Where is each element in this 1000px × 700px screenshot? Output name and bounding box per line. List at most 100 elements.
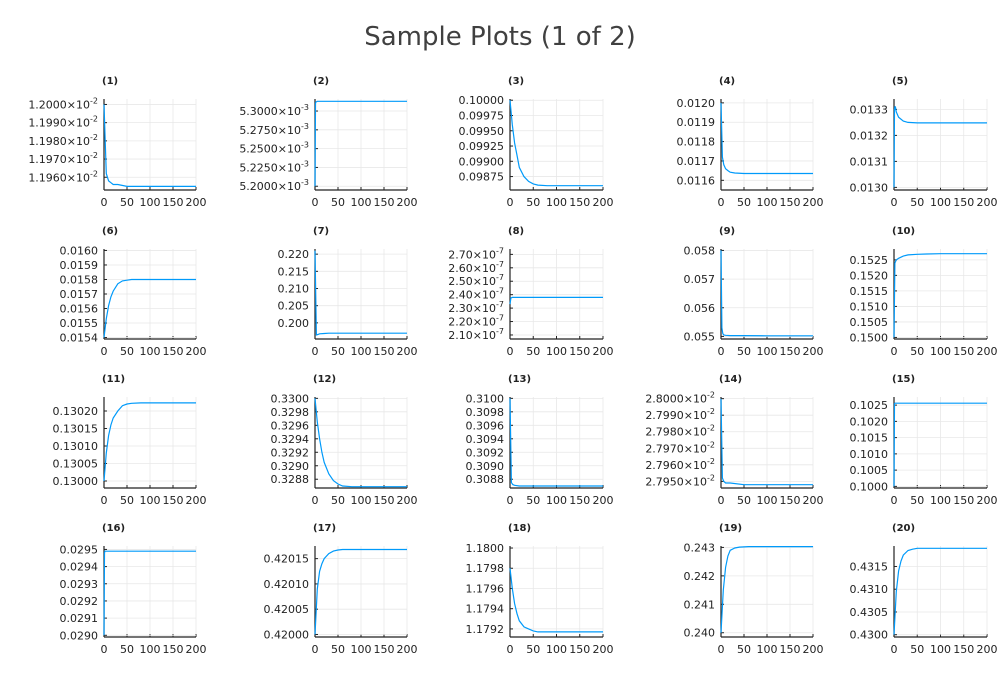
y-tick-label: 0.055	[684, 330, 716, 343]
y-tick-label: 0.0156	[60, 303, 99, 316]
series-line	[103, 402, 196, 482]
y-tick-label: 0.0294	[60, 561, 99, 574]
x-tick-label: 0	[507, 345, 514, 358]
y-tick-label: 0.42010	[264, 578, 310, 591]
x-tick-label: 150	[374, 196, 395, 209]
y-tick-label: 1.1792	[466, 623, 505, 636]
series-line	[103, 278, 196, 338]
x-tick-label: 150	[374, 345, 395, 358]
y-tick-label: 0.42000	[264, 628, 310, 641]
y-tick-label: 1.1960×10-2	[28, 169, 98, 184]
x-tick-label: 50	[331, 494, 345, 507]
x-tick-label: 100	[140, 643, 161, 656]
y-tick-label: 0.0118	[677, 136, 716, 149]
subplot-label: (14)	[719, 374, 742, 385]
y-tick-label: 0.13020	[53, 405, 99, 418]
y-tick-label: 1.1990×10-2	[28, 115, 98, 130]
y-tick-label: 0.240	[684, 627, 716, 640]
series-line	[103, 104, 196, 187]
series-line	[509, 398, 603, 487]
subplot-16: (16) 0 50 100 150 200 0.0295 0.0294 0.0293 0.0292…	[60, 523, 207, 656]
y-tick-label: 0.0154	[60, 332, 99, 345]
y-tick-label: 0.0158	[60, 273, 99, 286]
series-line	[720, 102, 813, 175]
y-tick-label: 1.1798	[466, 562, 505, 575]
x-tick-label: 0	[312, 643, 319, 656]
x-tick-label: 0	[312, 494, 319, 507]
y-tick-label: 2.10×10-7	[448, 327, 504, 342]
x-tick-label: 150	[953, 345, 974, 358]
x-tick-label: 200	[977, 643, 998, 656]
subplot-13: (13) 0 50 100 150 200 0.31000.30980.30960.3094…	[466, 374, 614, 507]
x-tick-label: 100	[140, 494, 161, 507]
x-tick-label: 200	[593, 643, 614, 656]
subplot-label: (5)	[892, 76, 908, 87]
y-tick-label: 0.3090	[466, 460, 505, 473]
y-tick-label: 0.243	[684, 541, 716, 554]
subplot-label: (8)	[508, 226, 524, 237]
x-tick-label: 200	[977, 196, 998, 209]
x-tick-label: 200	[186, 345, 207, 358]
x-tick-label: 200	[593, 345, 614, 358]
y-tick-label: 2.40×10-7	[448, 287, 504, 302]
x-tick-label: 50	[737, 494, 751, 507]
y-tick-label: 0.200	[278, 317, 310, 330]
x-tick-label: 100	[546, 196, 567, 209]
x-tick-label: 200	[803, 196, 824, 209]
x-tick-label: 0	[891, 643, 898, 656]
series-line	[893, 547, 987, 635]
y-tick-label: 0.13005	[53, 458, 99, 471]
x-tick-label: 100	[546, 494, 567, 507]
y-tick-label: 0.10000	[459, 94, 505, 107]
y-tick-label: 0.0159	[60, 259, 99, 272]
subplot-14: (14) 0 50 100 150 200 2.8000×10-22.7990×10-2 2.…	[645, 374, 823, 507]
y-tick-label: 0.09900	[459, 155, 505, 168]
subplot-label: (12)	[313, 374, 336, 385]
x-tick-label: 50	[737, 643, 751, 656]
x-tick-label: 100	[930, 196, 951, 209]
x-tick-label: 50	[120, 494, 134, 507]
y-tick-label: 5.2250×10-3	[239, 159, 309, 174]
y-tick-label: 0.4305	[850, 606, 889, 619]
y-tick-label: 2.7960×10-2	[645, 457, 715, 472]
subplot-label: (18)	[508, 523, 531, 534]
x-tick-label: 100	[930, 345, 951, 358]
x-tick-label: 150	[780, 196, 801, 209]
y-tick-label: 2.7980×10-2	[645, 424, 715, 439]
y-tick-label: 0.1010	[850, 448, 889, 461]
subplot-label: (2)	[313, 76, 329, 87]
y-tick-label: 0.42005	[264, 603, 310, 616]
y-tick-label: 0.3296	[271, 419, 310, 432]
x-tick-label: 200	[803, 643, 824, 656]
y-tick-label: 0.0117	[677, 155, 716, 168]
x-tick-label: 100	[930, 643, 951, 656]
y-tick-label: 0.09975	[459, 109, 505, 122]
x-tick-label: 150	[780, 345, 801, 358]
y-tick-label: 0.13000	[53, 475, 99, 488]
x-tick-label: 200	[803, 345, 824, 358]
x-tick-label: 100	[140, 196, 161, 209]
x-tick-label: 200	[977, 494, 998, 507]
x-tick-label: 100	[351, 196, 372, 209]
y-tick-label: 0.4300	[850, 629, 889, 642]
y-tick-label: 0.0290	[60, 629, 99, 642]
y-tick-label: 0.0120	[677, 97, 716, 110]
x-tick-label: 50	[737, 196, 751, 209]
series-line	[103, 550, 196, 636]
y-tick-label: 0.3100	[466, 392, 505, 405]
x-tick-label: 200	[977, 345, 998, 358]
series-line	[509, 568, 603, 633]
subplot-3: (3) 0 50 100 150 200 0.10000 0.09975 0.09950 0.09…	[459, 76, 614, 209]
x-tick-label: 200	[593, 196, 614, 209]
x-tick-label: 0	[718, 345, 725, 358]
y-tick-label: 0.241	[684, 598, 716, 611]
y-tick-label: 1.1970×10-2	[28, 151, 98, 166]
subplot-label: (4)	[719, 76, 735, 87]
y-tick-label: 0.1515	[850, 285, 889, 298]
x-tick-label: 50	[331, 196, 345, 209]
x-tick-label: 0	[718, 196, 725, 209]
y-tick-label: 0.242	[684, 570, 716, 583]
subplot-18: (18) 0 50 100 150 200 1.1800 1.1798 1.1796 1.1794…	[466, 523, 614, 656]
y-tick-label: 2.7950×10-2	[645, 473, 715, 488]
